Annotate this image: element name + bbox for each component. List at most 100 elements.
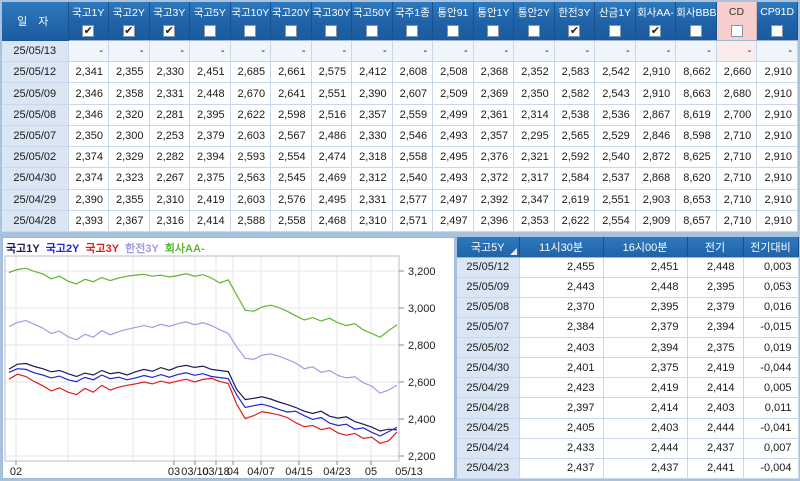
column-header-통안91[interactable]: 통안91 [432, 2, 474, 22]
detail-row: 25/04/23 2,437 2,437 2,441 -0,004 [457, 458, 799, 480]
detail-1600-cell: 2,451 [603, 257, 688, 278]
column-checkbox-cell [392, 22, 434, 41]
column-checkbox[interactable] [689, 24, 702, 37]
column-checkbox[interactable]: ✔ [649, 24, 662, 37]
value-cell: 2,396 [473, 210, 515, 233]
column-checkbox[interactable] [284, 24, 297, 37]
detail-header-국고5Y[interactable]: 국고5Y [457, 237, 520, 258]
column-header-회사BBB-[interactable]: 회사BBB- [675, 2, 717, 22]
column-checkbox[interactable] [325, 24, 338, 37]
column-header-국고50Y[interactable]: 국고50Y [351, 2, 393, 22]
column-checkbox-cell [189, 22, 231, 41]
value-cell: 2,282 [149, 146, 191, 169]
legend-item-국고1Y: 국고1Y [6, 243, 40, 254]
column-checkbox[interactable]: ✔ [568, 24, 581, 37]
rates-row: 25/05/13- - - - - - - - - - - - - - - - - - [2, 40, 798, 63]
detail-1130-cell: 2,403 [519, 337, 604, 359]
value-cell: 2,493 [432, 167, 474, 190]
detail-row: 25/04/29 2,423 2,419 2,414 0,005 [457, 377, 799, 399]
value-cell: 2,529 [594, 125, 636, 148]
column-checkbox[interactable] [730, 24, 743, 37]
column-header-회사AA-[interactable]: 회사AA- [635, 2, 677, 22]
column-checkbox[interactable]: ✔ [122, 24, 135, 37]
value-cell: 2,390 [351, 82, 393, 105]
detail-prev-cell: 2,448 [687, 257, 744, 278]
legend-item-국고2Y: 국고2Y [45, 243, 80, 254]
detail-row: 25/04/25 2,405 2,403 2,444 -0,041 [457, 418, 799, 439]
column-header-국고10Y[interactable]: 국고10Y [230, 2, 272, 22]
value-cell: 2,567 [270, 125, 312, 148]
value-cell: 2,641 [270, 82, 312, 105]
column-header-통안1Y[interactable]: 통안1Y [473, 2, 515, 22]
column-header-국고20Y[interactable]: 국고20Y [270, 2, 312, 22]
detail-1130-cell: 2,401 [519, 357, 604, 379]
date-column-header: 일 자 [2, 2, 69, 41]
detail-header-전기[interactable]: 전기 [687, 237, 744, 258]
column-checkbox[interactable] [406, 24, 419, 37]
rates-table-panel: 일 자 국고1Y 국고2Y 국고3Y 국고5Y 국고10Y 국고20Y 국고30Y 국고50Y 국… [2, 2, 798, 233]
value-cell: 8,619 [675, 104, 717, 126]
value-cell: 2,546 [392, 125, 434, 148]
column-header-국고30Y[interactable]: 국고30Y [311, 2, 353, 22]
column-header-한전3Y[interactable]: 한전3Y [554, 2, 596, 22]
column-checkbox[interactable] [446, 24, 459, 37]
value-cell: 2,910 [756, 146, 798, 169]
value-cell: 8,598 [675, 125, 717, 148]
rates-table-body: 25/05/13- - - - - - - - - - - - - - - - - -25/05/12 2,341 2… [2, 40, 798, 233]
detail-1130-cell: 2,370 [519, 297, 604, 318]
rates-row: 25/05/12 2,341 2,355 2,330 2,451 2,685 2,661 2,… [2, 61, 798, 84]
value-cell: 2,538 [554, 104, 596, 126]
column-checkbox-cell [270, 22, 312, 41]
axis-tick-label: 03/18 [202, 466, 230, 478]
detail-1130-cell: 2,423 [519, 377, 604, 399]
column-checkbox[interactable]: ✔ [163, 24, 176, 37]
detail-header-16시00분[interactable]: 16시00분 [603, 237, 688, 258]
detail-date-cell: 25/04/23 [457, 458, 520, 480]
column-header-국고2Y[interactable]: 국고2Y [108, 2, 150, 22]
column-header-통안2Y[interactable]: 통안2Y [513, 2, 555, 22]
value-cell: 2,554 [594, 210, 636, 233]
column-checkbox[interactable] [365, 24, 378, 37]
column-header-국고5Y[interactable]: 국고5Y [189, 2, 231, 22]
rates-row: 25/05/07 2,350 2,300 2,253 2,379 2,603 2,567 2,… [2, 125, 798, 148]
value-cell: 2,379 [189, 125, 231, 148]
detail-header-11시30분[interactable]: 11시30분 [519, 237, 604, 258]
column-checkbox[interactable] [527, 24, 540, 37]
value-cell: 2,910 [756, 104, 798, 126]
value-cell: 2,603 [230, 189, 272, 211]
value-cell: 2,497 [432, 189, 474, 211]
value-cell: 2,536 [594, 104, 636, 126]
value-cell: 2,331 [149, 82, 191, 105]
value-cell: 2,419 [189, 189, 231, 211]
column-header-국고3Y[interactable]: 국고3Y [149, 2, 191, 22]
value-cell: 8,657 [675, 210, 717, 233]
column-checkbox[interactable] [203, 24, 216, 37]
detail-date-cell: 25/04/24 [457, 438, 520, 459]
date-cell: 25/05/08 [2, 104, 69, 126]
axis-tick-label: 04 [227, 466, 239, 478]
value-cell: - [756, 40, 798, 63]
column-checkbox[interactable] [487, 24, 500, 37]
column-header-국고1Y[interactable]: 국고1Y [68, 2, 110, 22]
value-cell: 2,310 [351, 210, 393, 233]
column-checkbox[interactable]: ✔ [82, 24, 95, 37]
column-header-CD[interactable]: CD [716, 2, 758, 22]
column-checkbox[interactable] [608, 24, 621, 37]
column-header-CP91D[interactable]: CP91D [756, 2, 798, 22]
series-line-회사AA- [8, 267, 398, 338]
detail-change-cell: 0,011 [743, 397, 799, 419]
detail-1600-cell: 2,403 [603, 418, 688, 439]
column-header-국주1종[interactable]: 국주1종 [392, 2, 434, 22]
value-cell: 2,357 [473, 125, 515, 148]
value-cell: 2,571 [392, 210, 434, 233]
value-cell: 2,323 [108, 167, 150, 190]
value-cell: 2,367 [108, 210, 150, 233]
value-cell: 8,620 [675, 167, 717, 190]
detail-header-전기대비[interactable]: 전기대비 [743, 237, 799, 258]
column-checkbox[interactable] [244, 24, 257, 37]
column-header-산금1Y[interactable]: 산금1Y [594, 2, 636, 22]
column-checkbox-cell [351, 22, 393, 41]
chart-panel: 국고1Y 국고2Y 국고3Y 한전3Y 회사AA- 3,200 3,000 2,800 2,6… [2, 237, 455, 479]
legend-item-국고3Y: 국고3Y [85, 243, 120, 254]
column-checkbox[interactable] [771, 24, 784, 37]
